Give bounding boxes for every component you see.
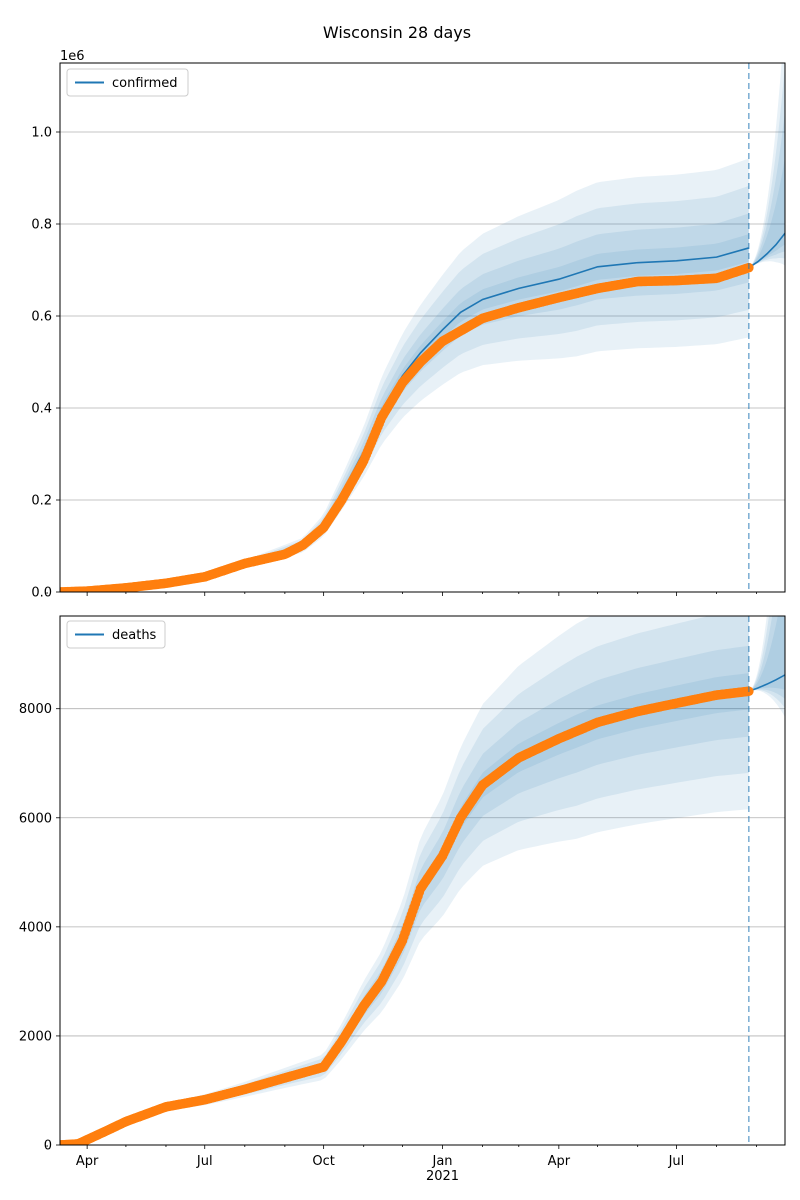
x-tick-label: Jul (668, 1154, 685, 1169)
uncertainty-band (60, 616, 749, 1145)
y-tick-label: 8000 (19, 702, 52, 717)
forecast-line (748, 232, 785, 269)
x-tick-label: 2021 (426, 1169, 459, 1184)
forecast-band (748, 63, 785, 268)
observed-series (60, 686, 754, 1145)
figure-title: Wisconsin 28 days (323, 23, 471, 42)
confirmed-panel: 0.0 0.2 0.4 0.6 0.8 1.0 (31, 62, 786, 601)
y-exponent-label: 1e6 (60, 49, 85, 64)
uncertainty-band (60, 234, 749, 592)
forecast-band (748, 616, 785, 699)
x-tick-label: Apr (548, 1154, 571, 1169)
forecast-band (748, 111, 785, 268)
forecast-line (748, 674, 785, 693)
uncertainty-band (60, 185, 749, 592)
y-tick-label: 4000 (19, 920, 52, 935)
legend-confirmed: confirmed (66, 68, 189, 97)
observed-series (60, 262, 754, 592)
y-tick-label: 0.6 (31, 310, 52, 325)
forecast-band (748, 616, 785, 709)
x-tick-label: Jul (196, 1154, 213, 1169)
uncertainty-band (60, 616, 749, 1145)
axes-frame (59, 615, 786, 1146)
forecast-band (748, 616, 785, 718)
y-tick-label: 1.0 (31, 126, 52, 141)
y-tick-label: 0.0 (31, 586, 52, 601)
forecast-band (748, 616, 785, 692)
y-tick-label: 0.2 (31, 494, 52, 509)
y-tick-label: 0 (44, 1139, 52, 1154)
y-tick-label: 2000 (19, 1029, 52, 1044)
plot-area (60, 616, 785, 1145)
forecast-band (748, 157, 785, 268)
y-tick-label: 0.4 (31, 402, 52, 417)
plot-area (60, 63, 785, 592)
x-tick-label: Jan (432, 1154, 453, 1169)
forecast-band (748, 64, 785, 268)
legend-deaths-label: deaths (112, 628, 157, 643)
legend-confirmed-label: confirmed (112, 76, 178, 91)
y-tick-label: 0.8 (31, 218, 52, 233)
axes-frame (59, 62, 786, 593)
legend-deaths: deaths (66, 620, 166, 649)
x-tick-label: Apr (76, 1154, 99, 1169)
x-tick-label: Oct (312, 1154, 334, 1169)
uncertainty-band (60, 645, 749, 1145)
uncertainty-band (60, 213, 749, 592)
y-tick-label: 6000 (19, 811, 52, 826)
